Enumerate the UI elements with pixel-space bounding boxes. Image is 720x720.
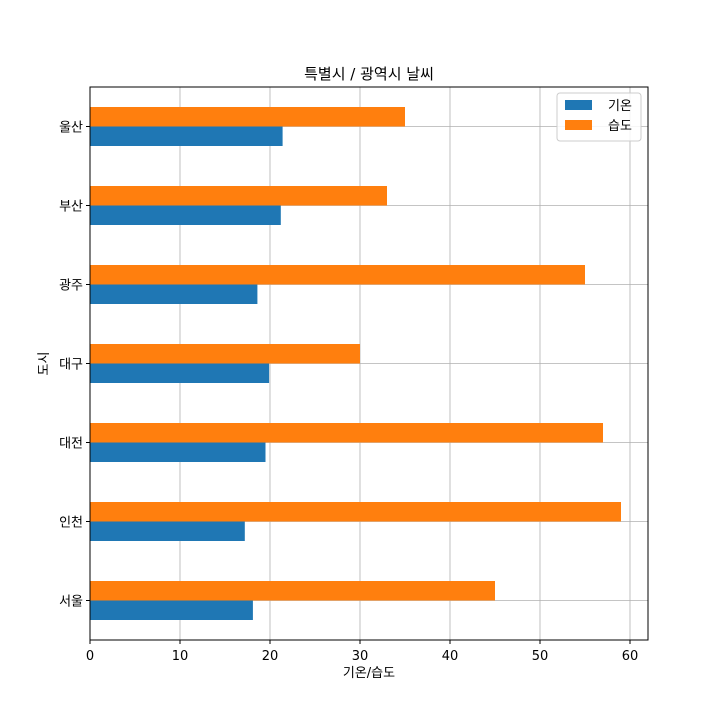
bar-humidity [90,423,603,443]
bar-temperature [90,284,258,304]
x-tick-label: 0 [86,649,94,664]
bar-temperature [90,600,253,620]
x-tick-label: 60 [622,649,639,664]
x-tick-label: 50 [532,649,549,664]
y-tick-label: 울산 [59,121,83,136]
bar-humidity [90,502,621,522]
x-tick-label: 30 [352,649,369,664]
y-tick-label: 서울 [59,595,83,610]
x-tick-label: 10 [172,649,189,664]
bar-humidity [90,581,495,601]
bar-humidity [90,186,387,206]
y-axis-label: 도시 [37,352,52,376]
bar-humidity [90,344,360,364]
bar-humidity [90,265,585,285]
bars [90,107,621,620]
legend-label: 습도 [608,119,632,134]
bar-temperature [90,205,281,225]
x-tick-label: 20 [262,649,279,664]
x-axis: 0 10 20 30 40 50 60 [86,640,638,664]
legend-swatch [565,120,592,130]
y-tick-label: 대구 [59,358,83,373]
bar-temperature [90,521,245,541]
legend-label: 기온 [608,99,632,114]
bar-temperature [90,442,266,462]
x-tick-label: 40 [442,649,459,664]
bar-temperature [90,126,283,146]
legend-swatch [565,100,592,110]
x-axis-label: 기온/습도 [343,666,395,681]
y-tick-label: 광주 [59,279,83,294]
y-tick-label: 대전 [59,437,83,452]
y-tick-label: 인천 [59,516,83,531]
y-axis: 서울 인천 대전 대구 광주 부산 울산 [59,121,90,610]
bar-temperature [90,363,270,383]
bar-humidity [90,107,405,127]
chart-title: 특별시 / 광역시 날씨 [304,65,434,83]
y-tick-label: 부산 [59,200,83,215]
